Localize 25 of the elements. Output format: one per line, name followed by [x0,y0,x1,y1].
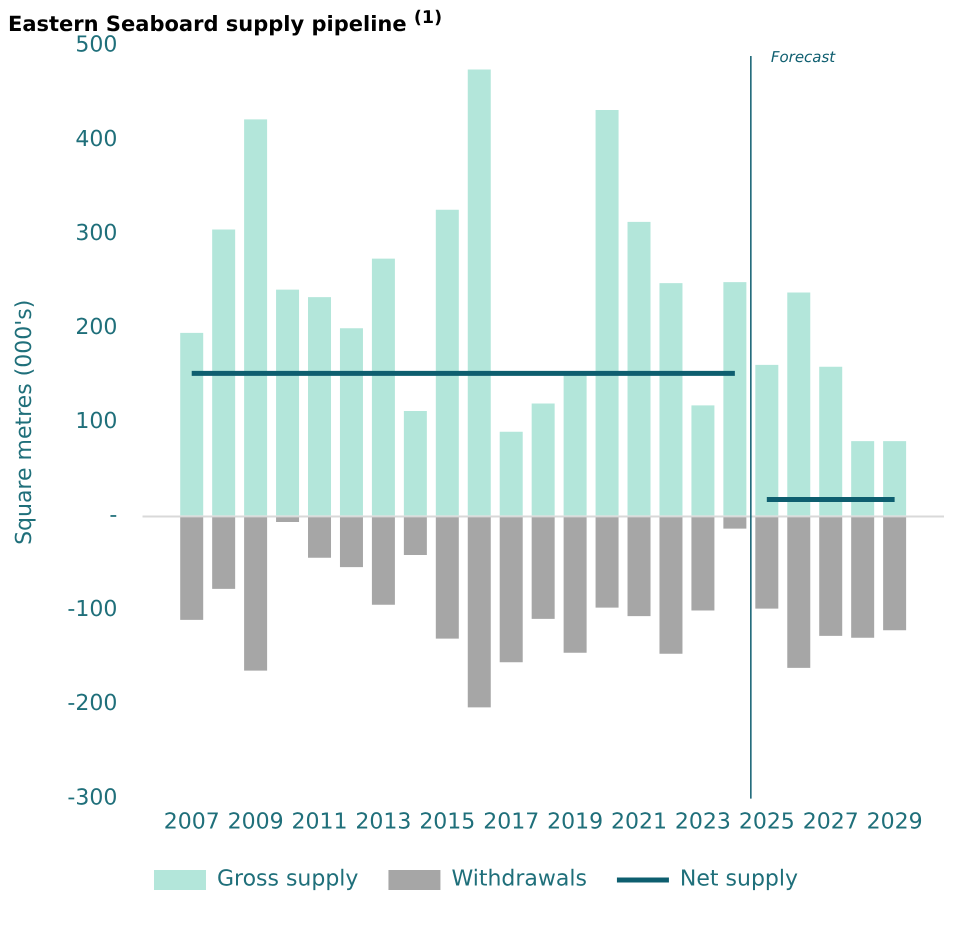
legend-label: Gross supply [216,866,358,892]
x-tick-label: 2025 [738,810,795,835]
x-tick-label: 2021 [611,810,668,835]
x-tick-label: 2011 [292,810,348,835]
y-tick-label: 400 [75,126,118,152]
y-tick-label: -200 [67,691,118,716]
y-tick-label: 100 [75,409,118,434]
y-tick-label: -100 [67,597,118,622]
x-tick-label: 2019 [547,810,604,835]
y-tick-label: -300 [67,785,118,810]
x-tick-label: 2029 [866,810,923,835]
y-tick-label: 200 [75,314,118,340]
y-tick-label: - [109,503,118,528]
x-tick-label: 2027 [802,810,859,835]
y-axis-title: Square metres (000's) [12,300,37,545]
x-tick-label: 2013 [355,810,412,835]
x-tick-label: 2015 [419,810,476,835]
y-tick-label: 300 [75,220,118,246]
legend-label: Net supply [680,866,798,892]
x-tick-label: 2017 [483,810,540,835]
x-tick-label: 2009 [228,810,284,835]
ref-line-label: Forecast [770,48,836,66]
legend-label: Withdrawals [451,866,587,892]
x-tick-label: 2023 [674,810,731,835]
x-tick-label: 2007 [164,810,220,835]
